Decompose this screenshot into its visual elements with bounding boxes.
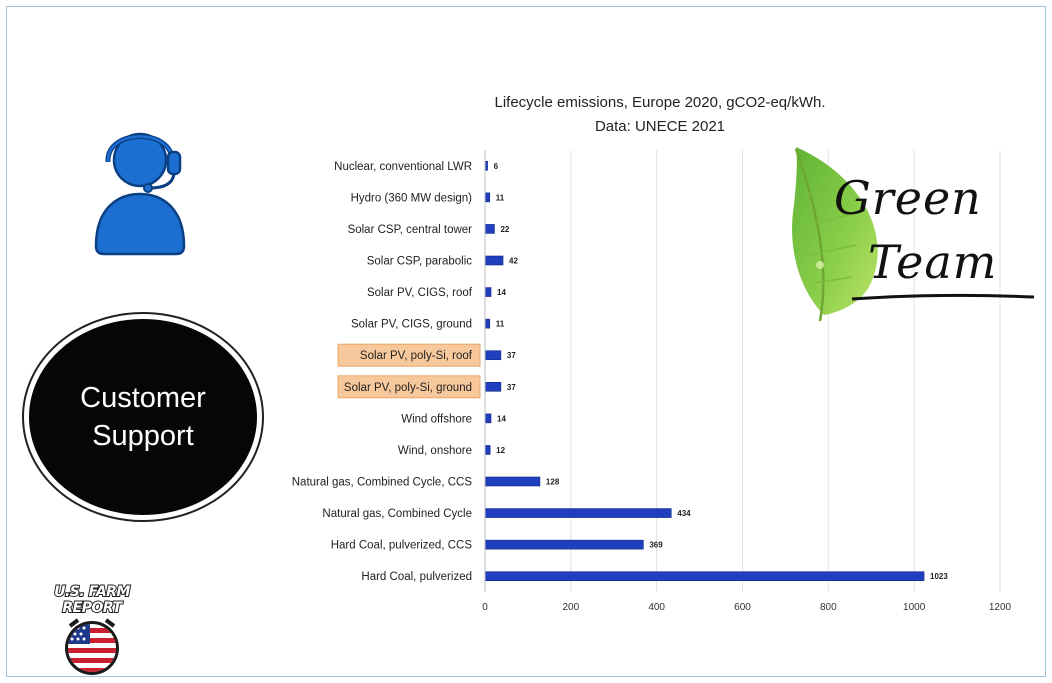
- chart-title: Lifecycle emissions, Europe 2020, gCO2-e…: [494, 94, 826, 111]
- data-label: 6: [494, 162, 499, 171]
- category-label: Hard Coal, pulverized: [361, 571, 472, 583]
- x-tick-label: 800: [820, 602, 837, 613]
- data-label: 37: [507, 383, 516, 392]
- bar: [484, 192, 491, 203]
- bar: [484, 571, 925, 582]
- us-flag-horseshoe-icon: [65, 618, 119, 675]
- bar: [484, 287, 492, 297]
- category-label: Wind, onshore: [398, 445, 472, 457]
- category-label: Natural gas, Combined Cycle, CCS: [292, 477, 473, 489]
- category-label: Nuclear, conventional LWR: [334, 161, 472, 173]
- x-tick-label: 1200: [989, 602, 1012, 613]
- bar: [484, 539, 644, 550]
- data-label: 42: [509, 257, 518, 266]
- bar: [484, 318, 491, 329]
- category-label: Solar PV, CIGS, roof: [367, 287, 473, 299]
- page-frame: [6, 6, 1046, 677]
- customer-support-line2: Support: [92, 420, 194, 452]
- farm-report-line2: REPORT: [61, 599, 123, 617]
- customer-support-line1: Customer: [80, 382, 206, 414]
- green-team-line1: Green: [834, 171, 982, 225]
- category-label: Solar CSP, parabolic: [367, 256, 473, 268]
- customer-support-badge[interactable]: Customer Support: [24, 314, 262, 520]
- green-team-underline: [851, 293, 1035, 301]
- data-label: 11: [496, 320, 505, 329]
- category-label: Solar CSP, central tower: [348, 224, 473, 236]
- headset-person-icon: [94, 132, 186, 256]
- x-tick-label: 200: [562, 602, 579, 613]
- data-label: 1023: [930, 572, 948, 581]
- data-label: 14: [497, 414, 506, 423]
- category-label: Natural gas, Combined Cycle: [322, 508, 472, 520]
- x-tick-label: 0: [482, 602, 488, 613]
- category-label: Hydro (360 MW design): [351, 192, 473, 204]
- x-tick-label: 1000: [903, 602, 926, 613]
- data-label: 14: [497, 288, 506, 297]
- category-highlight: [337, 343, 481, 367]
- bar: [484, 381, 502, 392]
- bar: [484, 508, 672, 518]
- customer-support-label: Customer Support: [80, 379, 206, 455]
- category-label: Hard Coal, pulverized, CCS: [331, 540, 473, 552]
- chart-subtitle: Data: UNECE 2021: [594, 118, 726, 135]
- category-label: Solar PV, poly-Si, ground: [344, 382, 472, 394]
- green-team-logo: Green Team: [790, 145, 1040, 325]
- data-label: 37: [507, 351, 516, 360]
- data-label: 434: [677, 509, 691, 518]
- leaf-icon: [792, 147, 878, 322]
- category-highlight: [337, 375, 481, 399]
- data-label: 22: [500, 225, 509, 234]
- data-label: 128: [546, 478, 560, 487]
- bar: [484, 255, 504, 266]
- data-label: 11: [496, 193, 505, 202]
- bar: [484, 350, 502, 361]
- x-tick-label: 400: [648, 602, 665, 613]
- data-label: 12: [496, 446, 505, 455]
- data-label: 369: [649, 541, 663, 550]
- bar: [484, 413, 492, 424]
- bar: [484, 445, 491, 455]
- category-label: Solar PV, poly-Si, roof: [360, 350, 473, 362]
- bar: [484, 476, 541, 487]
- x-tick-label: 600: [734, 602, 751, 613]
- farm-report-line1: U.S. FARM: [53, 583, 131, 601]
- us-farm-report-logo: U.S. FARM REPORT: [53, 582, 131, 678]
- green-team-line2: Team: [868, 235, 998, 289]
- bar: [484, 224, 495, 234]
- category-label: Solar PV, CIGS, ground: [351, 319, 472, 331]
- category-label: Wind offshore: [401, 413, 472, 425]
